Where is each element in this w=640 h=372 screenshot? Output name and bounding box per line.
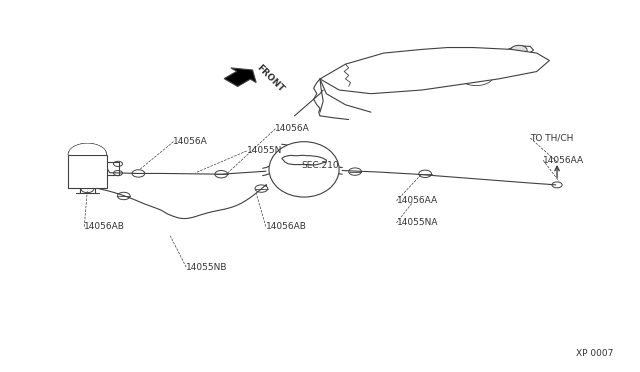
Circle shape [113, 161, 122, 166]
Polygon shape [505, 46, 534, 57]
Text: TO TH/CH: TO TH/CH [531, 134, 573, 142]
Text: 14056A: 14056A [275, 124, 310, 133]
Text: 14055NA: 14055NA [396, 218, 438, 227]
Text: FRONT: FRONT [255, 63, 286, 94]
Text: 14055NB: 14055NB [186, 263, 228, 272]
Polygon shape [68, 144, 106, 155]
Ellipse shape [269, 142, 339, 197]
Polygon shape [68, 155, 106, 188]
Polygon shape [224, 68, 256, 86]
Text: 14056AB: 14056AB [266, 222, 307, 231]
Text: SEC.210: SEC.210 [301, 161, 339, 170]
Text: 14056A: 14056A [173, 137, 208, 146]
Circle shape [323, 161, 332, 166]
Circle shape [319, 155, 328, 160]
Text: 14056AB: 14056AB [84, 222, 125, 231]
Circle shape [280, 153, 289, 158]
Polygon shape [320, 48, 549, 94]
Circle shape [552, 182, 562, 188]
Circle shape [277, 162, 286, 167]
Text: XP 0007: XP 0007 [576, 350, 613, 359]
Circle shape [113, 170, 122, 176]
Text: 14056AA: 14056AA [396, 196, 438, 205]
Circle shape [511, 45, 527, 55]
Text: 14056AA: 14056AA [543, 155, 584, 165]
Polygon shape [282, 155, 326, 165]
Text: 14055N: 14055N [246, 147, 282, 155]
